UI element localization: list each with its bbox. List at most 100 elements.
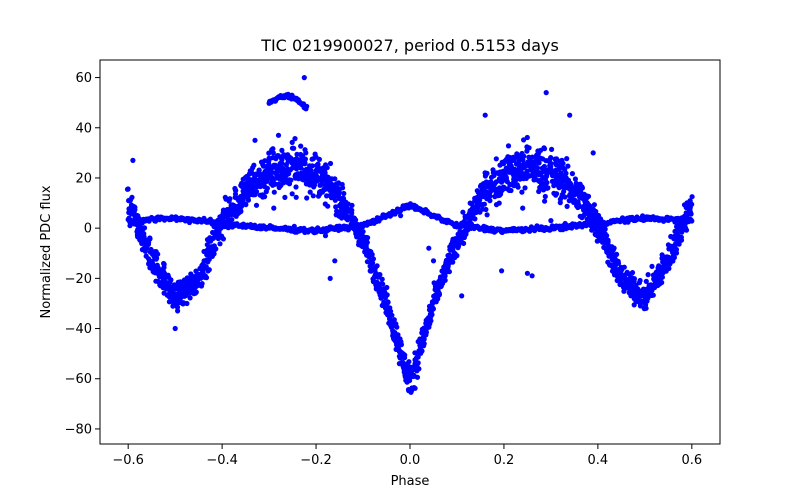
data-point [203,275,210,281]
data-point [127,223,133,229]
data-point [341,190,347,197]
outlier-point [426,245,432,251]
x-tick-label: 0.0 [400,453,421,468]
data-point [460,209,466,215]
outlier-point [524,270,531,276]
data-point [416,366,422,372]
data-point [145,241,151,247]
data-point [645,272,651,278]
data-point [565,163,571,169]
data-point [673,250,680,256]
x-tick-label: −0.6 [112,453,144,468]
data-point [325,203,331,209]
data-point [253,189,260,195]
data-point [298,143,304,149]
data-point [302,161,308,167]
data-point [370,256,376,262]
outlier-point [520,205,526,211]
data-point [220,236,226,242]
data-point [631,278,637,284]
data-point [166,299,172,305]
data-point [472,216,478,222]
data-point [548,155,554,161]
data-point [213,246,219,252]
data-point [303,150,309,156]
data-point [689,194,695,200]
data-point [391,317,397,323]
outlier-point [301,75,307,81]
data-point [398,340,404,346]
data-point [225,215,231,221]
data-point [365,235,371,241]
data-point [289,139,295,145]
data-point [324,165,330,171]
data-point [349,202,355,208]
data-point [193,289,199,295]
data-point [678,237,685,243]
data-point [402,352,408,358]
data-point [436,292,442,298]
data-point [380,281,386,287]
data-point [369,251,375,258]
data-point [511,157,517,163]
data-point [389,312,395,318]
chart-title: TIC 0219900027, period 0.5153 days [260,36,559,55]
data-point [507,182,513,188]
data-point [264,185,270,191]
data-point [516,157,522,163]
data-point [649,263,655,269]
data-point [309,163,315,169]
data-point [165,272,171,278]
data-point [293,184,299,190]
data-point [270,146,276,152]
data-point [687,209,694,215]
data-point [206,267,212,273]
data-point [316,156,322,162]
data-point [154,255,160,261]
data-point [360,229,366,235]
x-tick-label: −0.4 [206,453,238,468]
data-point [446,268,452,274]
data-points [124,75,695,395]
data-point [243,202,249,208]
data-point [415,360,421,366]
data-point [562,194,568,200]
data-point [629,270,636,276]
data-point [548,160,554,166]
outlier-point [508,187,514,194]
data-point [564,156,570,162]
x-axis-label: Phase [391,474,430,489]
x-tick-label: 0.6 [681,453,702,468]
outlier-point [271,205,277,211]
data-point [544,173,550,179]
data-point [542,198,548,204]
y-tick-label: −20 [65,272,92,287]
y-tick-label: −40 [65,322,92,337]
data-point [414,374,421,380]
outlier-point [499,268,505,274]
data-point [428,318,434,324]
data-point [591,202,598,208]
data-point [349,207,355,213]
data-point [611,245,617,251]
data-point [310,193,316,199]
data-point [493,156,499,162]
data-point [217,241,223,247]
data-point [621,264,627,270]
data-point [315,161,321,167]
data-point [563,170,569,176]
data-point [454,253,460,259]
data-point [541,163,548,170]
outlier-point [130,157,136,163]
data-point [615,260,622,266]
data-point [289,191,295,197]
data-point [279,161,285,167]
data-point [385,299,391,305]
data-point [573,180,579,186]
data-point [463,231,469,237]
data-point [302,156,308,162]
outlier-point [482,112,488,118]
y-axis-label: Normalized PDC flux [39,185,54,318]
